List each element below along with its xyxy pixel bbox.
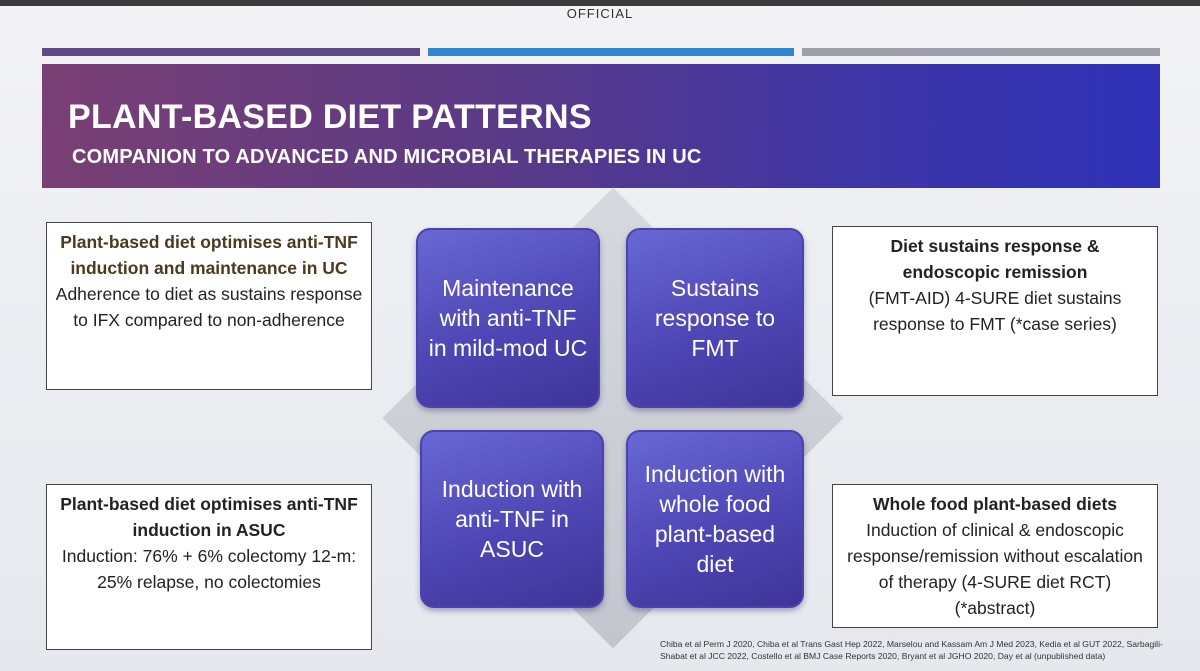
tile-sustains-fmt: Sustains response to FMT — [626, 228, 804, 408]
box-heading: Diet sustains response & endoscopic remi… — [890, 236, 1100, 282]
classification-label: OFFICIAL — [566, 6, 634, 21]
box-top-right: Diet sustains response & endoscopic remi… — [832, 226, 1158, 396]
accent-bar-blue — [428, 48, 794, 56]
title-banner — [42, 64, 1160, 188]
tile-label: Sustains response to FMT — [654, 275, 776, 361]
accent-bar-purple — [42, 48, 420, 56]
box-heading: Plant-based diet optimises anti-TNF indu… — [60, 232, 358, 278]
box-bottom-right: Whole food plant-based diets Induction o… — [832, 484, 1158, 628]
box-body: Induction: 76% + 6% colectomy 12-m: 25% … — [61, 546, 357, 592]
accent-bar-grey — [802, 48, 1160, 56]
references: Chiba et al Perm J 2020, Chiba et al Tra… — [660, 639, 1163, 661]
box-heading: Whole food plant-based diets — [872, 494, 1118, 514]
tile-label: Induction with anti-TNF in ASUC — [441, 476, 583, 562]
tile-label: Maintenance with anti-TNF in mild-mod UC — [428, 275, 588, 361]
slide-subtitle: COMPANION TO ADVANCED AND MICROBIAL THER… — [72, 146, 702, 168]
tile-induction-whole-food: Induction with whole food plant-based di… — [626, 430, 804, 608]
box-body: Adherence to diet as sustains response t… — [55, 284, 363, 330]
box-bottom-left: Plant-based diet optimises anti-TNF indu… — [46, 484, 372, 650]
box-body: Induction of clinical & endoscopic respo… — [847, 520, 1143, 618]
box-body: (FMT-AID) 4-SURE diet sustains response … — [868, 288, 1122, 334]
tile-label: Induction with whole food plant-based di… — [644, 461, 786, 577]
box-heading: Plant-based diet optimises anti-TNF indu… — [60, 494, 358, 540]
slide-title: PLANT-BASED DIET PATTERNS — [68, 98, 592, 136]
tile-maintenance-anti-tnf: Maintenance with anti-TNF in mild-mod UC — [416, 228, 600, 408]
top-strip — [0, 0, 1200, 6]
box-top-left: Plant-based diet optimises anti-TNF indu… — [46, 222, 372, 390]
tile-induction-anti-tnf-asuc: Induction with anti-TNF in ASUC — [420, 430, 604, 608]
